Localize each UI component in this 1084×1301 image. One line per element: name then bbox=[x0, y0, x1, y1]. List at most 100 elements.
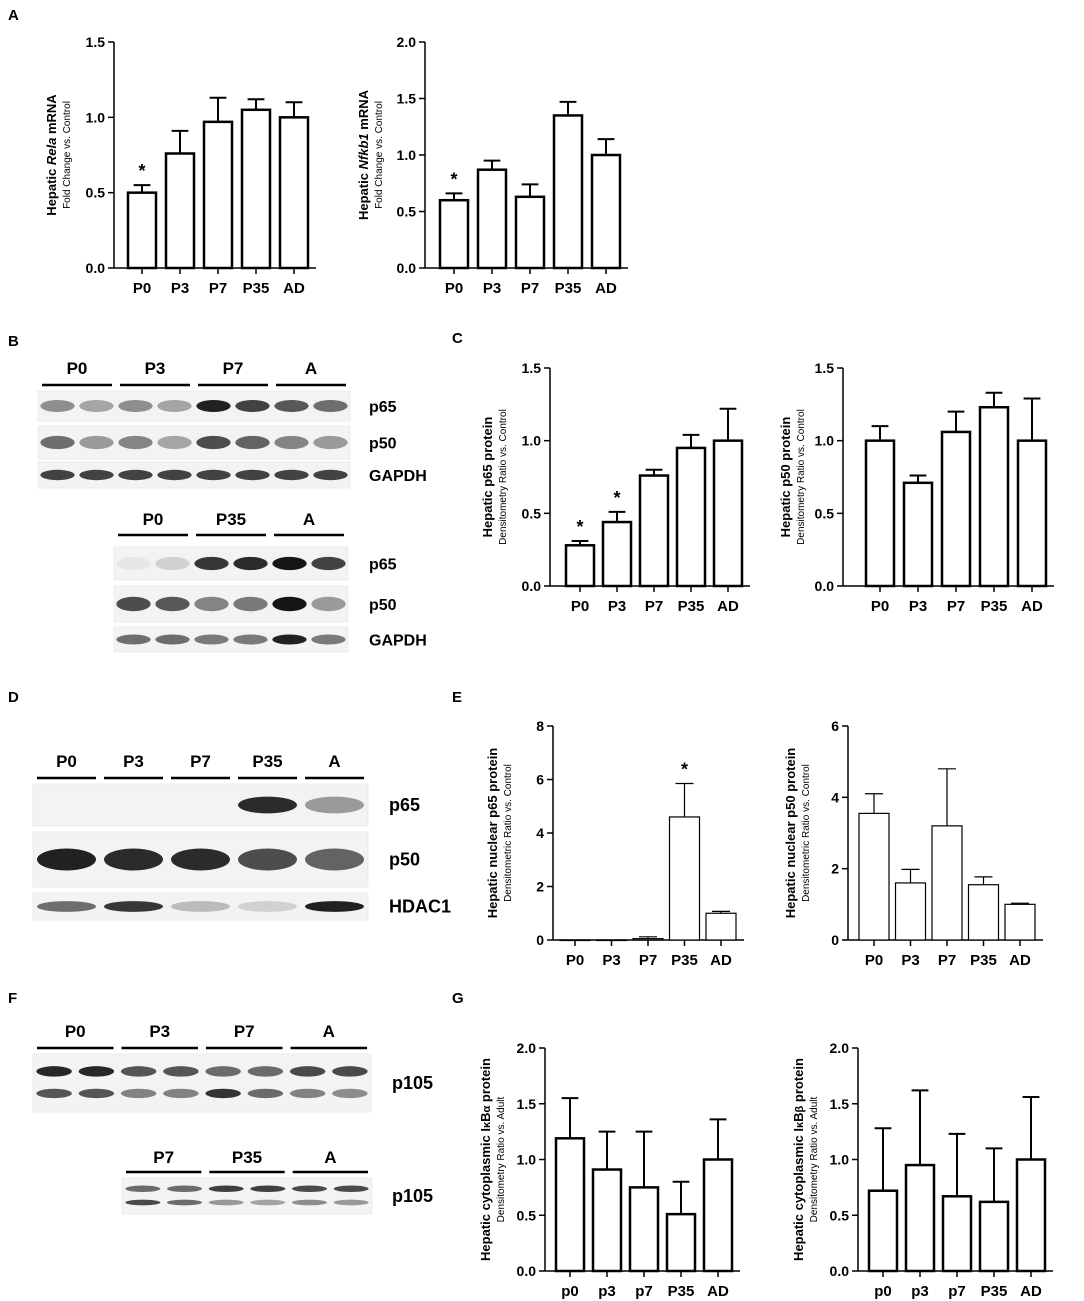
y-tick-label: 0.0 bbox=[830, 1263, 850, 1279]
y-axis-label: Hepatic cytoplasmic IκBα protein bbox=[478, 1058, 493, 1261]
blot-band bbox=[116, 556, 151, 571]
x-tick-label: P7 bbox=[947, 598, 965, 615]
blot-band bbox=[238, 848, 297, 871]
bar bbox=[940, 430, 972, 588]
bar bbox=[665, 1212, 697, 1273]
y-axis-sublabel: Densitometric Ratio vs. Control bbox=[503, 764, 514, 902]
blot-strip bbox=[32, 1053, 372, 1113]
blot-band bbox=[120, 1066, 157, 1077]
bar bbox=[675, 446, 707, 588]
significance-asterisk: * bbox=[138, 161, 145, 181]
bar bbox=[668, 816, 701, 941]
bar bbox=[164, 152, 196, 270]
y-axis-label-part: κ bbox=[794, 1121, 806, 1128]
bar bbox=[564, 544, 596, 588]
bar bbox=[554, 1137, 586, 1273]
lane-group-label: P3 bbox=[149, 1022, 170, 1041]
blot-band bbox=[235, 469, 270, 481]
blot-band bbox=[333, 1185, 369, 1193]
blot-band bbox=[125, 1185, 161, 1193]
y-tick-label: 0.0 bbox=[517, 1263, 537, 1279]
y-tick-label: 0.0 bbox=[522, 578, 542, 594]
y-axis-label-part: Hepatic nuclear p65 protein bbox=[485, 748, 500, 919]
blot-band bbox=[305, 901, 364, 912]
blot-band bbox=[155, 634, 190, 645]
blot-band bbox=[194, 596, 229, 612]
bar bbox=[894, 882, 927, 941]
x-tick-label: P0 bbox=[445, 280, 463, 297]
blot-band bbox=[196, 400, 231, 412]
y-axis-label: Hepatic Rela mRNA bbox=[44, 94, 59, 216]
y-axis-label: Hepatic Nfkb1 mRNA bbox=[356, 89, 371, 220]
blot-band bbox=[274, 469, 309, 481]
blot-band bbox=[305, 848, 364, 871]
blot-band bbox=[167, 1185, 202, 1193]
y-axis-label-part: mRNA bbox=[44, 94, 59, 138]
blot-band bbox=[125, 1199, 161, 1206]
blot-band bbox=[274, 435, 309, 450]
band-label: p65 bbox=[369, 557, 397, 574]
blot-band bbox=[289, 1066, 326, 1077]
x-tick-label: AD bbox=[595, 280, 617, 297]
bar bbox=[202, 120, 234, 270]
lane-group-label: P35 bbox=[252, 752, 282, 771]
bar bbox=[1015, 1158, 1047, 1273]
x-tick-label: P35 bbox=[981, 598, 1008, 615]
bar bbox=[967, 884, 1000, 941]
band-label: p65 bbox=[369, 399, 397, 416]
bar bbox=[867, 1189, 899, 1273]
x-tick-label: P35 bbox=[555, 280, 582, 297]
y-axis-sublabel: Densitometric Ratio vs. Control bbox=[801, 764, 812, 902]
band-label: GAPDH bbox=[369, 633, 427, 650]
blot-band bbox=[313, 469, 348, 481]
x-tick-label: P0 bbox=[571, 598, 589, 615]
y-tick-label: 0 bbox=[831, 932, 839, 948]
blot-band bbox=[208, 1199, 244, 1206]
significance-asterisk: * bbox=[576, 517, 583, 537]
y-axis-label-part: Hepatic cytoplasmic I bbox=[478, 1128, 493, 1261]
x-tick-label: P0 bbox=[566, 952, 584, 969]
lane-group-label: P35 bbox=[216, 510, 246, 529]
blot-band bbox=[332, 1088, 368, 1099]
bar bbox=[552, 114, 584, 270]
bar bbox=[705, 912, 737, 941]
bar bbox=[590, 153, 622, 270]
y-tick-label: 0.5 bbox=[86, 185, 106, 201]
blot-strip bbox=[113, 585, 349, 623]
significance-asterisk: * bbox=[450, 169, 457, 189]
blot-band bbox=[250, 1199, 286, 1206]
x-tick-label: P35 bbox=[668, 1283, 695, 1300]
bar bbox=[904, 1163, 936, 1273]
blot-band bbox=[116, 634, 151, 645]
lane-group-label: P7 bbox=[223, 359, 244, 378]
blot-band bbox=[37, 848, 96, 871]
blot-band bbox=[235, 435, 270, 450]
bar bbox=[978, 1200, 1010, 1273]
bar bbox=[902, 481, 934, 588]
x-tick-label: P3 bbox=[608, 598, 626, 615]
y-tick-label: 0 bbox=[536, 932, 544, 948]
y-axis-sublabel: Densitometry Ratio vs. Control bbox=[796, 409, 807, 545]
x-tick-label: P35 bbox=[981, 1283, 1008, 1300]
blot-band bbox=[155, 596, 190, 612]
y-tick-label: 4 bbox=[536, 825, 544, 841]
band-label: p105 bbox=[392, 1073, 433, 1093]
y-tick-label: 1.0 bbox=[86, 109, 106, 125]
blot-band bbox=[104, 901, 163, 912]
y-axis-label: Hepatic p65 protein bbox=[480, 417, 495, 538]
x-tick-label: p0 bbox=[874, 1283, 892, 1300]
x-tick-label: AD bbox=[707, 1283, 729, 1300]
blot-band bbox=[250, 1185, 286, 1193]
chart-nuclear-p65: 0 2 4 6 8 P0 P3 P7 P35 * AD Hepatic nuclear p65 pro… bbox=[485, 718, 744, 969]
blot-band bbox=[79, 469, 114, 481]
bar bbox=[632, 938, 664, 941]
blot-band bbox=[332, 1066, 368, 1077]
blot-band bbox=[118, 400, 153, 412]
blot-band bbox=[157, 469, 192, 481]
bar bbox=[941, 1195, 973, 1273]
lane-group-label: A bbox=[324, 1148, 336, 1167]
blot-band bbox=[104, 848, 163, 871]
bar bbox=[931, 825, 963, 941]
blot-band bbox=[171, 848, 230, 871]
